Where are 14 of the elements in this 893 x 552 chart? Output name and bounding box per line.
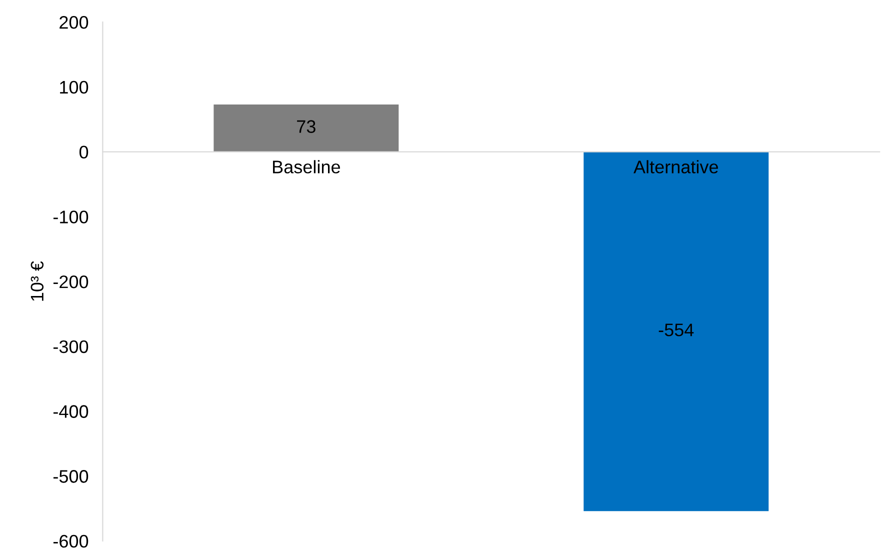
data-label: 73	[297, 120, 316, 133]
y-tick-label: 100	[60, 80, 88, 94]
y-tick-label: -300	[53, 340, 88, 354]
y-tick-label: 200	[60, 16, 88, 29]
data-label: -554	[658, 324, 694, 336]
y-tick-label: -500	[53, 470, 88, 483]
y-tick-label: 0	[79, 146, 88, 159]
y-tick-label: -600	[53, 534, 88, 548]
x-tick-label: Baseline	[273, 160, 340, 174]
y-axis-title: 10³ €	[30, 261, 44, 301]
y-tick-label: -400	[53, 405, 88, 418]
y-tick-label: -200	[53, 275, 88, 288]
x-tick-label: Alternative	[634, 160, 718, 174]
y-tick-label: -100	[53, 210, 88, 224]
